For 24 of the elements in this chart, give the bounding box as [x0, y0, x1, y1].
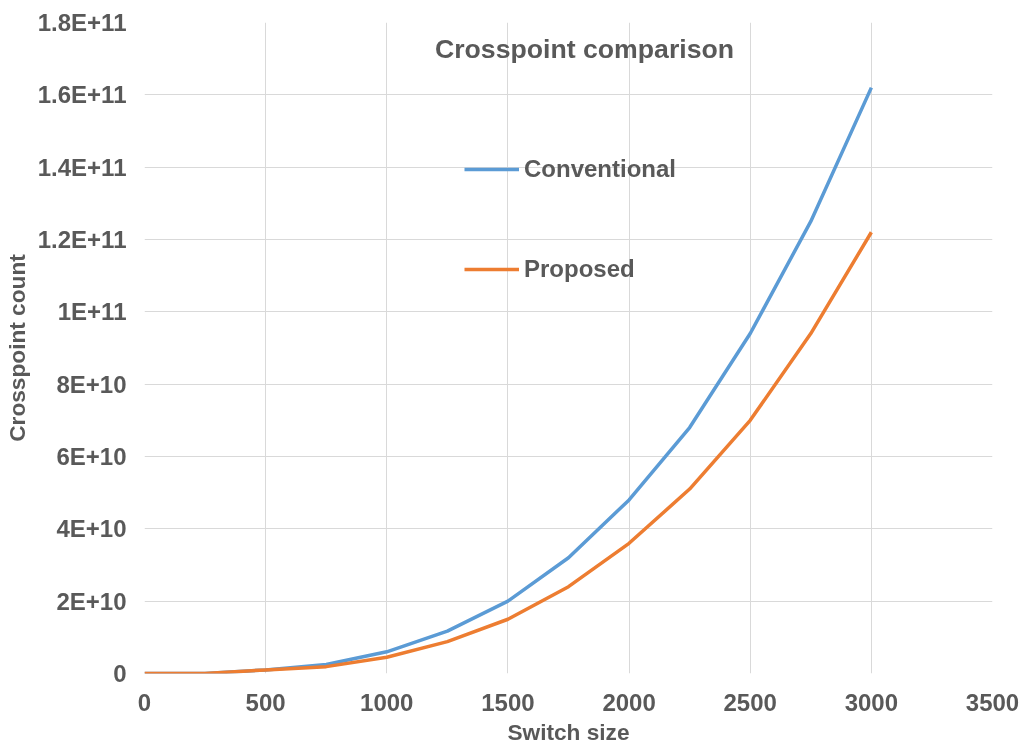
x-tick-label: 3000 — [844, 688, 899, 716]
x-tick-label: 3500 — [965, 688, 1020, 716]
x-tick-label: 0 — [137, 688, 152, 716]
y-tick-label: 2E+10 — [56, 587, 127, 615]
y-tick-label: 4E+10 — [56, 515, 127, 543]
y-tick-label: 1.6E+11 — [37, 81, 127, 109]
y-tick-label: 6E+10 — [56, 443, 127, 470]
y-tick-label: 1.4E+11 — [37, 153, 127, 181]
x-tick-label: 2000 — [602, 688, 656, 716]
x-tick-label: 1500 — [481, 688, 535, 716]
legend-label: Conventional — [524, 155, 677, 183]
y-tick-label: 1.8E+11 — [37, 9, 127, 36]
x-tick-label: 1000 — [360, 688, 414, 716]
chart-title: Crosspoint comparison — [434, 33, 735, 64]
y-tick-label: 0 — [113, 660, 127, 687]
line-series — [144, 230, 874, 674]
y-tick-label: 8E+10 — [56, 370, 127, 398]
y-tick-label: 1E+11 — [57, 298, 127, 326]
legend-label: Proposed — [524, 255, 635, 283]
x-tick-label: 500 — [245, 688, 286, 716]
y-axis-title: Crosspoint count — [3, 253, 30, 442]
x-tick-label: 2500 — [723, 688, 777, 716]
y-tick-label: 1.2E+11 — [37, 226, 127, 253]
x-axis-title: Switch size — [507, 718, 630, 745]
